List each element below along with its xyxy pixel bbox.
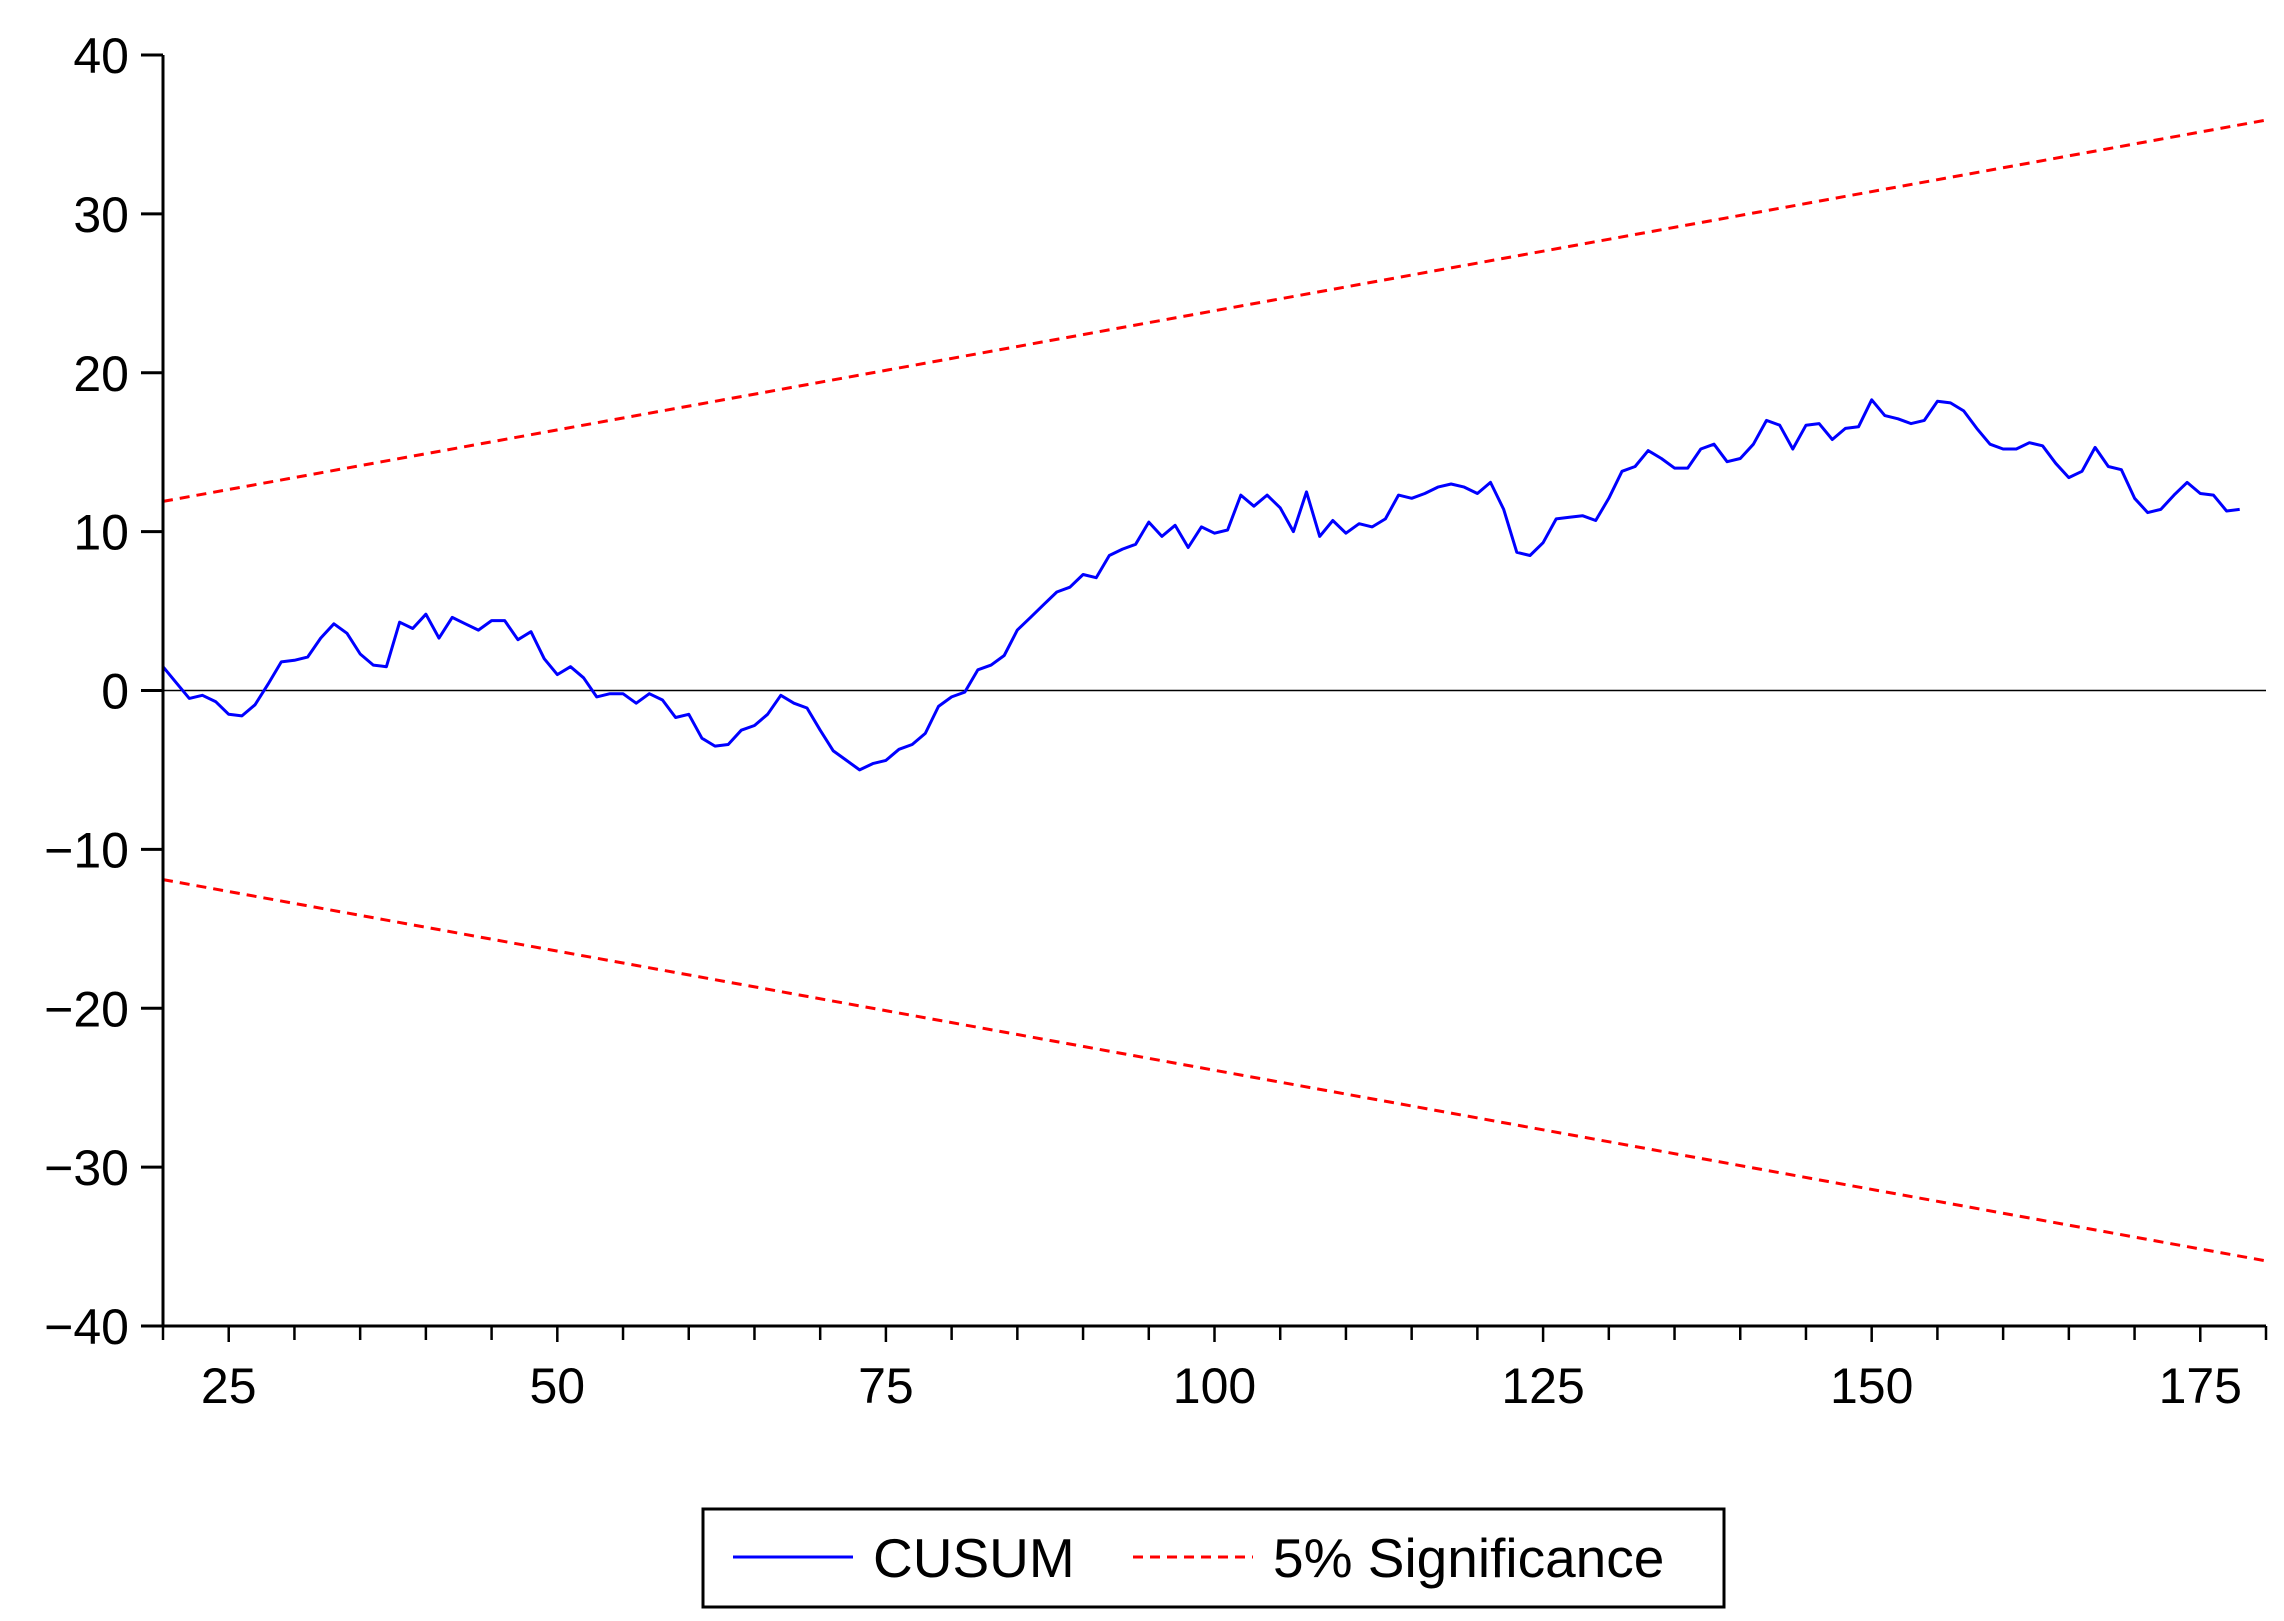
x-tick-label: 50 (530, 1358, 586, 1414)
y-tick-label: 20 (73, 346, 129, 402)
legend-label-cusum: CUSUM (873, 1527, 1075, 1589)
x-axis: 25 50 75 100 125 150 175 (161, 1324, 2268, 1414)
y-tick-label: −40 (44, 1299, 129, 1355)
significance-upper-line (162, 118, 2267, 503)
y-tick-label: −30 (44, 1140, 129, 1196)
x-tick-label: 75 (858, 1358, 914, 1414)
y-tick-label: −10 (44, 822, 129, 878)
x-tick-label: 25 (201, 1358, 257, 1414)
legend-label-significance: 5% Significance (1273, 1527, 1664, 1589)
y-tick-label: −20 (44, 981, 129, 1037)
legend: CUSUM 5% Significance (701, 1507, 1726, 1609)
significance-lower-line (162, 878, 2267, 1263)
legend-box (701, 1507, 1726, 1609)
y-axis: 40 30 20 10 0 −10 −20 −30 −40 (44, 28, 165, 1355)
cusum-line (161, 398, 2240, 772)
y-tick-label: 10 (73, 505, 129, 561)
x-tick-label: 175 (2159, 1358, 2242, 1414)
x-tick-label: 150 (1830, 1358, 1913, 1414)
plot-area (161, 118, 2267, 1263)
y-tick-label: 0 (101, 664, 129, 720)
y-tick-label: 40 (73, 28, 129, 84)
x-tick-label: 100 (1173, 1358, 1256, 1414)
y-tick-label: 30 (73, 187, 129, 243)
x-tick-label: 125 (1501, 1358, 1584, 1414)
